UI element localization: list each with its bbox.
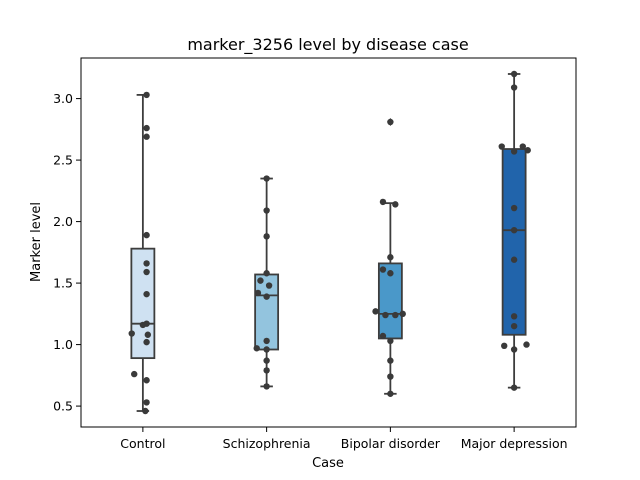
data-point xyxy=(387,118,394,126)
x-axis-label: Case xyxy=(312,456,344,471)
data-point xyxy=(501,342,508,350)
data-point xyxy=(254,289,262,297)
data-point xyxy=(387,390,394,397)
data-point xyxy=(131,370,138,378)
data-point xyxy=(510,384,518,391)
data-point xyxy=(510,148,518,155)
data-point xyxy=(263,357,270,364)
data-point xyxy=(510,322,518,330)
data-point xyxy=(510,256,518,263)
data-point xyxy=(143,91,150,99)
data-point xyxy=(143,290,150,298)
data-point xyxy=(263,346,270,353)
data-point xyxy=(510,204,518,212)
x-tick-label: Major depression xyxy=(461,436,568,451)
y-tick-label: 0.5 xyxy=(53,399,73,414)
boxes-layer xyxy=(130,73,527,412)
y-tick-label: 2.0 xyxy=(53,214,73,229)
data-point xyxy=(392,311,399,319)
data-point xyxy=(379,332,387,340)
box-group-0 xyxy=(130,94,156,412)
data-point xyxy=(399,310,406,318)
x-tick-label: Schizophrenia xyxy=(223,436,311,451)
data-point xyxy=(372,308,379,315)
data-point xyxy=(143,377,150,384)
data-point xyxy=(524,147,531,154)
data-point xyxy=(128,330,135,337)
data-point xyxy=(387,357,394,364)
data-point xyxy=(143,260,150,267)
data-point xyxy=(498,143,505,150)
y-tick-label: 1.0 xyxy=(53,337,73,352)
data-point xyxy=(519,143,526,150)
data-point xyxy=(263,367,270,374)
data-point xyxy=(510,227,518,234)
data-point xyxy=(510,346,518,353)
data-point xyxy=(139,321,147,329)
data-point xyxy=(263,293,270,300)
y-axis-label: Marker level xyxy=(29,202,44,282)
data-point xyxy=(263,270,270,277)
data-point xyxy=(263,337,270,345)
data-point xyxy=(263,175,270,182)
data-point xyxy=(510,313,518,320)
data-point xyxy=(510,70,518,78)
data-point xyxy=(143,231,150,239)
data-point xyxy=(263,233,270,240)
axes-layer: 0.5 1.0 1.5 2.0 2.5 3.0 Control Schizophrenia Bi… xyxy=(53,91,567,451)
x-tick-label: Control xyxy=(120,436,165,451)
x-tick-label: Bipolar disorder xyxy=(341,436,441,451)
data-point xyxy=(144,331,152,338)
data-point xyxy=(143,268,150,276)
data-point xyxy=(387,373,394,380)
box-iqr xyxy=(130,247,156,360)
points-layer xyxy=(128,70,531,415)
data-point xyxy=(387,337,394,345)
data-point xyxy=(143,338,150,346)
y-tick-label: 1.5 xyxy=(53,276,73,291)
data-point xyxy=(523,341,530,348)
data-point xyxy=(142,407,149,415)
data-point xyxy=(387,254,394,261)
plot-frame xyxy=(80,57,577,428)
y-tick-label: 2.5 xyxy=(53,153,73,168)
data-point xyxy=(253,345,260,352)
data-point xyxy=(143,399,150,406)
data-point xyxy=(510,84,518,91)
data-point xyxy=(143,124,150,132)
data-point xyxy=(263,383,270,390)
data-point xyxy=(379,198,387,206)
data-point xyxy=(265,282,273,289)
data-point xyxy=(382,311,389,319)
data-point xyxy=(379,266,387,273)
y-tick-label: 3.0 xyxy=(53,91,73,106)
data-point xyxy=(263,207,270,214)
data-point xyxy=(387,270,394,277)
chart-title: marker_3256 level by disease case xyxy=(187,35,468,55)
box-iqr xyxy=(501,148,527,336)
data-point xyxy=(143,133,150,140)
data-point xyxy=(392,201,399,208)
data-point xyxy=(257,277,264,284)
